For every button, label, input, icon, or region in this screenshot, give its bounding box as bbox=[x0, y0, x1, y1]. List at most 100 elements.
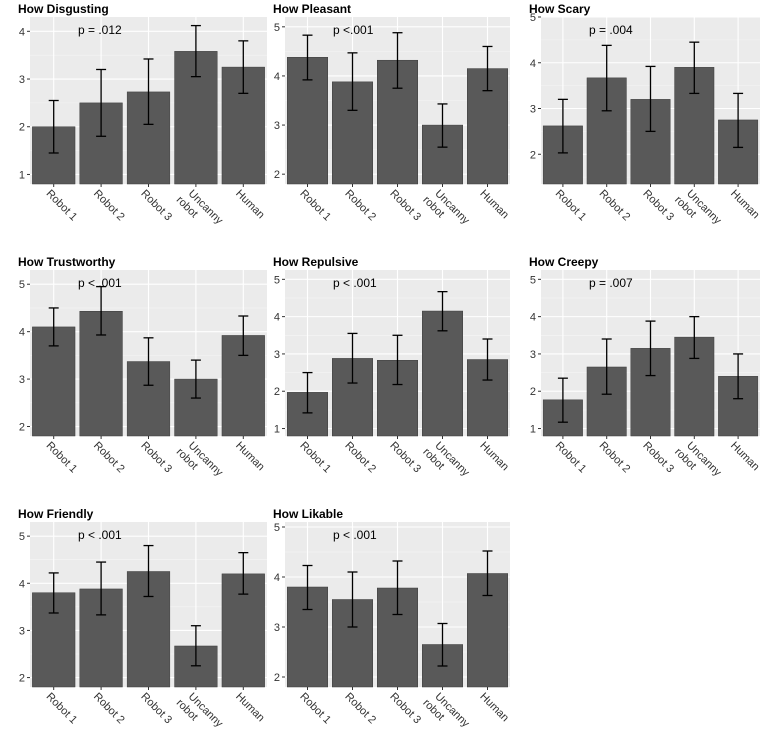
chart-title: How Trustworthy bbox=[18, 255, 116, 269]
y-tick-label: 2 bbox=[19, 422, 25, 434]
y-tick-label: 3 bbox=[19, 625, 25, 637]
x-tick-label: Robot 1 bbox=[44, 188, 80, 224]
x-tick-label: Uncannyrobot bbox=[420, 437, 472, 489]
error-bar bbox=[238, 551, 249, 595]
error-bar bbox=[482, 45, 493, 92]
error-bar bbox=[143, 337, 154, 386]
x-tick-label: Human bbox=[233, 188, 267, 222]
x-tick-label: Human bbox=[728, 188, 762, 222]
x-tick-label: Uncannyrobot bbox=[420, 688, 472, 738]
y-tick-label: 3 bbox=[274, 120, 280, 132]
y-tick-label: 4 bbox=[19, 327, 25, 339]
y-tick-label: 5 bbox=[274, 22, 280, 34]
x-tick-label: Robot 3 bbox=[387, 188, 423, 224]
error-bar bbox=[645, 320, 656, 377]
x-tick-label: Human bbox=[477, 691, 511, 725]
x-tick-label: Robot 2 bbox=[342, 188, 378, 224]
y-tick-label: 3 bbox=[274, 349, 280, 361]
error-bar bbox=[238, 40, 249, 94]
y-tick-label: 4 bbox=[274, 312, 280, 324]
y-tick-label: 2 bbox=[19, 122, 25, 134]
y-tick-label: 5 bbox=[19, 279, 25, 291]
error-bar bbox=[482, 338, 493, 381]
y-tick-label: 1 bbox=[530, 424, 536, 436]
chart-title: How Repulsive bbox=[273, 255, 359, 269]
p-value-annotation: p < .001 bbox=[78, 528, 122, 542]
y-tick-label: 3 bbox=[530, 349, 536, 361]
chart-panel-6: 1 2 3 4 5 Robot 1 Robot 2 Robot 3 Uncannyrobot Hu… bbox=[529, 255, 762, 489]
y-tick-label: 1 bbox=[274, 424, 280, 436]
error-bar bbox=[190, 625, 201, 667]
x-tick-label: Robot 2 bbox=[342, 691, 378, 727]
error-bar bbox=[482, 550, 493, 597]
y-tick-label: 2 bbox=[274, 672, 280, 684]
error-bar bbox=[96, 285, 107, 336]
x-tick-label: Uncannyrobot bbox=[174, 688, 226, 738]
x-tick-label: Robot 3 bbox=[387, 440, 423, 476]
x-tick-label: Robot 3 bbox=[387, 691, 423, 727]
y-tick-label: 2 bbox=[19, 673, 25, 685]
y-tick-label: 5 bbox=[274, 522, 280, 534]
x-tick-label: Uncannyrobot bbox=[174, 437, 226, 489]
y-tick-label: 1 bbox=[19, 169, 25, 181]
x-tick-label: Human bbox=[477, 188, 511, 222]
x-tick-label: Uncannyrobot bbox=[672, 437, 724, 489]
chart-panel-3: 2 3 4 5 Robot 1 Robot 2 Robot 3 Uncannyrobot Hum… bbox=[529, 2, 762, 237]
x-tick-label: Robot 3 bbox=[138, 440, 174, 476]
x-tick-label: Human bbox=[477, 440, 511, 474]
error-bar bbox=[689, 41, 700, 95]
error-bar bbox=[733, 92, 744, 149]
y-tick-label: 4 bbox=[19, 578, 25, 590]
error-bar bbox=[48, 572, 59, 614]
error-bar bbox=[392, 560, 403, 616]
y-tick-label: 5 bbox=[530, 12, 536, 24]
chart-title: How Scary bbox=[529, 2, 591, 16]
error-bar bbox=[190, 359, 201, 399]
x-tick-label: Robot 2 bbox=[91, 440, 127, 476]
bar-robot-2 bbox=[332, 358, 373, 437]
x-tick-label: Robot 1 bbox=[553, 188, 589, 224]
error-bar bbox=[557, 98, 568, 154]
y-tick-label: 3 bbox=[19, 374, 25, 386]
x-tick-label: Robot 2 bbox=[342, 440, 378, 476]
error-bar bbox=[437, 290, 448, 332]
x-tick-label: Robot 1 bbox=[553, 440, 589, 476]
y-tick-label: 4 bbox=[274, 71, 280, 83]
error-bar bbox=[302, 34, 313, 81]
y-tick-label: 2 bbox=[530, 386, 536, 398]
x-tick-label: Robot 2 bbox=[597, 188, 633, 224]
x-tick-label: Robot 2 bbox=[597, 440, 633, 476]
chart-panel-8: 2 3 4 5 Robot 1 Robot 2 Robot 3 Uncannyrobot Hum… bbox=[273, 507, 511, 738]
error-bar bbox=[392, 334, 403, 386]
x-tick-label: Uncannyrobot bbox=[672, 185, 724, 237]
error-bar bbox=[347, 332, 358, 384]
error-bar bbox=[48, 99, 59, 154]
error-bar bbox=[96, 561, 107, 616]
y-tick-label: 3 bbox=[19, 74, 25, 86]
x-tick-label: Robot 2 bbox=[91, 691, 127, 727]
error-bar bbox=[437, 103, 448, 148]
error-bar bbox=[437, 622, 448, 667]
error-bar bbox=[347, 571, 358, 628]
chart-title: How Pleasant bbox=[273, 2, 351, 16]
x-tick-label: Uncannyrobot bbox=[174, 185, 226, 237]
error-bar bbox=[689, 315, 700, 360]
y-tick-label: 3 bbox=[274, 622, 280, 634]
p-value-annotation: p = .012 bbox=[78, 23, 122, 37]
p-value-annotation: p < .001 bbox=[333, 276, 377, 290]
error-bar bbox=[238, 315, 249, 357]
error-bar bbox=[48, 307, 59, 347]
y-tick-label: 2 bbox=[530, 149, 536, 161]
x-tick-label: Robot 3 bbox=[138, 188, 174, 224]
x-tick-label: Robot 3 bbox=[138, 691, 174, 727]
p-value-annotation: p < .001 bbox=[333, 528, 377, 542]
p-value-annotation: p <.001 bbox=[333, 23, 374, 37]
error-bar bbox=[302, 371, 313, 414]
y-tick-label: 2 bbox=[274, 386, 280, 398]
error-bar bbox=[190, 24, 201, 78]
error-bar bbox=[601, 44, 612, 112]
error-bar bbox=[143, 544, 154, 598]
error-bar bbox=[143, 58, 154, 126]
y-tick-label: 2 bbox=[274, 169, 280, 181]
